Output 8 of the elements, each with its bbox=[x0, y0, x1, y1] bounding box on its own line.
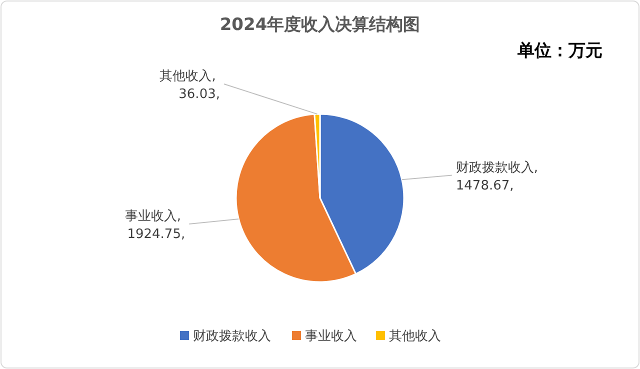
legend-label: 事业收入 bbox=[305, 329, 357, 344]
data-label: 财政拨款收入, 1478.67, bbox=[456, 160, 542, 194]
data-label: 其他收入, 36.03, bbox=[160, 69, 220, 102]
chart-title: 2024年度收入决算结构图 bbox=[220, 15, 420, 35]
chart-subtitle: 单位：万元 bbox=[516, 41, 602, 61]
legend-label: 其他收入 bbox=[389, 329, 441, 344]
legend-label: 财政拨款收入 bbox=[193, 329, 271, 344]
data-label: 事业收入, 1924.75, bbox=[124, 209, 186, 242]
